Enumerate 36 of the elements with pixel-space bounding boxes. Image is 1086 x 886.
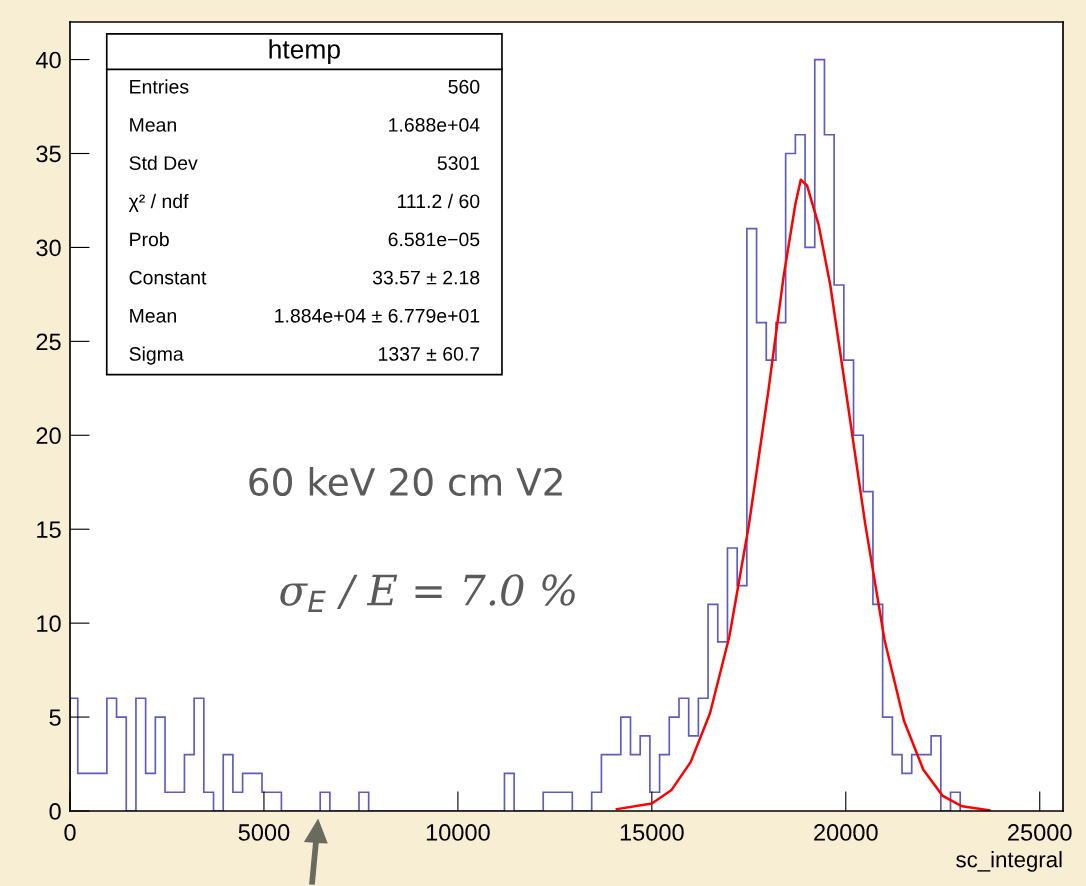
y-tick-label: 40 <box>35 51 61 69</box>
annotation: Std Dev <box>129 155 198 170</box>
y-tick-label: 30 <box>36 239 61 257</box>
annotation: 33.57 ± 2.18 <box>372 270 480 285</box>
line-series <box>615 178 991 811</box>
annotation: Prob <box>130 232 169 247</box>
annotation: 1337 ± 60.7 <box>379 347 480 361</box>
annotation: Entries <box>130 79 189 94</box>
y-tick-label: 0 <box>49 803 61 820</box>
x-tick-label: 15000 <box>620 824 684 841</box>
x-tick-label: 20000 <box>814 824 878 841</box>
y-tick-label: 15 <box>37 521 61 538</box>
annotation: 5301 <box>437 156 480 170</box>
annotation: Constant <box>129 270 207 285</box>
y-tick-label: 25 <box>36 333 61 351</box>
annotation: 1.688e+04 <box>389 118 480 132</box>
annotation: htemp <box>269 39 340 64</box>
y-tick-label: 10 <box>37 615 61 632</box>
annotation: 111.2 / 60 <box>397 193 480 209</box>
x-tick-label: 0 <box>64 824 76 841</box>
annotation: 6.581e−05 <box>388 232 480 247</box>
annotation: 560 <box>448 79 480 94</box>
annotation: Mean <box>130 118 176 132</box>
x-axis-title: sc_integral <box>956 851 1062 872</box>
annotation: σ$_{E}$ / E = 7.0 % <box>280 574 575 613</box>
x-tick-label: 25000 <box>1008 824 1072 841</box>
y-tick-label: 5 <box>49 709 61 726</box>
annotation: 1.884e+04 ± 6.779e+01 <box>275 308 480 323</box>
y-tick-label: 20 <box>36 427 61 445</box>
y-tick-label: 35 <box>36 145 61 163</box>
annotation: 60 keV 20 cm V2 <box>249 467 562 497</box>
annotation: Sigma <box>129 346 184 365</box>
annotation: χ² / ndf <box>128 193 189 212</box>
x-tick-label: 10000 <box>426 824 490 841</box>
annotation: Mean <box>130 309 176 323</box>
x-tick-label: 5000 <box>238 824 290 841</box>
